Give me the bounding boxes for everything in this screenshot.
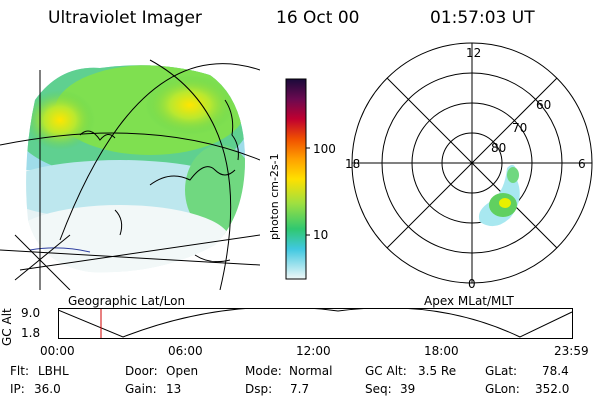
mlt-label-0: 0 [468,277,476,291]
geographic-image-panel [0,59,260,290]
info-door-value: Open [166,364,199,378]
info-gcalt-value: 3.5 Re [418,364,457,378]
info-seq-value: 39 [400,382,416,396]
info-glon-label: GLon: [485,382,520,396]
date-label: 16 Oct 00 [276,8,360,28]
info-mode-label: Mode: [245,364,282,378]
instrument-title: Ultraviolet Imager [48,8,202,28]
info-flt-label: Flt: [10,364,29,378]
info-dsp-value: 7.7 [290,382,310,396]
colorbar-tick-100: 100 [313,142,336,156]
info-door-label: Door: [125,364,158,378]
colorbar: photon cm-2s-1 [268,78,310,280]
info-ip-label: IP: [10,382,25,396]
polar-plot [351,42,593,284]
info-gain-label: Gain: [125,382,157,396]
info-glat-label: GLat: [485,364,518,378]
lat-label-70: 70 [512,121,528,135]
info-flt-value: LBHL [38,364,69,378]
altitude-strip [58,308,573,339]
info-dsp-label: Dsp: [245,382,273,396]
info-seq-label: Seq: [365,382,392,396]
colorbar-title: photon cm-2s-1 [268,153,281,240]
info-glon-value: 352.0 [535,382,570,396]
lat-label-60: 60 [536,98,552,112]
lat-label-80: 80 [491,141,507,155]
geographic-panel-label: Geographic Lat/Lon [68,294,186,308]
info-ip-value: 36.0 [34,382,61,396]
altitude-ylabel: GC Alt [0,308,14,346]
xtick-0000: 00:00 [40,344,75,358]
mlt-label-6: 6 [578,157,586,171]
altitude-ytick-min: 1.8 [21,326,41,340]
time-label: 01:57:03 UT [430,8,535,28]
apex-panel-label: Apex MLat/MLT [424,294,514,308]
xtick-2359: 23:59 [554,344,589,358]
info-gain-value: 13 [166,382,182,396]
altitude-ytick-max: 9.0 [21,306,41,320]
info-glat-value: 78.4 [542,364,569,378]
mlt-label-12: 12 [466,46,482,60]
colorbar-tick-10: 10 [313,228,329,242]
xtick-1800: 18:00 [424,344,459,358]
xtick-0600: 06:00 [168,344,203,358]
info-gcalt-label: GC Alt: [365,364,407,378]
info-mode-value: Normal [289,364,333,378]
xtick-1200: 12:00 [296,344,331,358]
mlt-label-18: 18 [345,157,361,171]
